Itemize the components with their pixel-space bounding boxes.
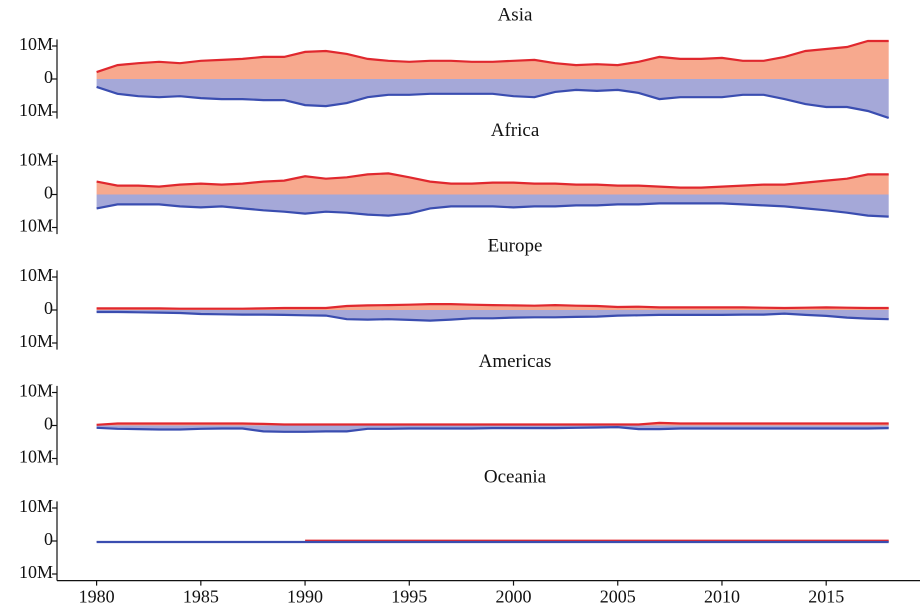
y-tick-label: 0 xyxy=(44,183,53,203)
panel-title: Africa xyxy=(491,120,540,141)
area-fill xyxy=(96,310,889,321)
area-line xyxy=(96,172,889,189)
y-tick-label: 10M xyxy=(19,381,53,401)
x-tick-label: 2000 xyxy=(496,587,532,607)
y-tick-label: 0 xyxy=(44,529,53,549)
y-tick-label: 10M xyxy=(19,265,53,285)
x-tick-label: 2010 xyxy=(704,587,740,607)
x-tick-label: 1985 xyxy=(183,587,219,607)
area-line xyxy=(96,425,889,433)
area-line xyxy=(96,202,889,218)
y-tick-label: 0 xyxy=(44,67,53,87)
y-tick-label: 10M xyxy=(19,100,53,120)
area-line xyxy=(96,85,890,119)
x-tick-label: 1980 xyxy=(79,587,115,607)
y-tick-label: 10M xyxy=(19,150,53,170)
y-tick-label: 10M xyxy=(19,562,53,582)
x-tick-label: 1995 xyxy=(391,587,427,607)
area-fill xyxy=(96,41,889,79)
area-line xyxy=(96,310,889,322)
y-tick-label: 10M xyxy=(19,496,53,516)
x-tick-label: 1990 xyxy=(287,587,323,607)
y-tick-label: 0 xyxy=(44,414,53,434)
y-tick-label: 10M xyxy=(19,447,53,467)
panel-title: Americas xyxy=(479,351,552,372)
area-line xyxy=(96,421,889,426)
area-line xyxy=(96,39,889,74)
panel-title: Asia xyxy=(498,4,533,25)
y-tick-label: 10M xyxy=(19,331,53,351)
y-tick-label: 10M xyxy=(19,34,53,54)
area-line xyxy=(96,303,889,310)
panel-title: Oceania xyxy=(484,466,547,487)
panel-title: Europe xyxy=(488,235,543,256)
x-tick-label: 2005 xyxy=(600,587,636,607)
x-tick-label: 2015 xyxy=(808,587,844,607)
y-tick-label: 10M xyxy=(19,216,53,236)
area-fill xyxy=(96,425,889,432)
y-tick-label: 0 xyxy=(44,298,53,318)
area-fill xyxy=(96,79,889,118)
